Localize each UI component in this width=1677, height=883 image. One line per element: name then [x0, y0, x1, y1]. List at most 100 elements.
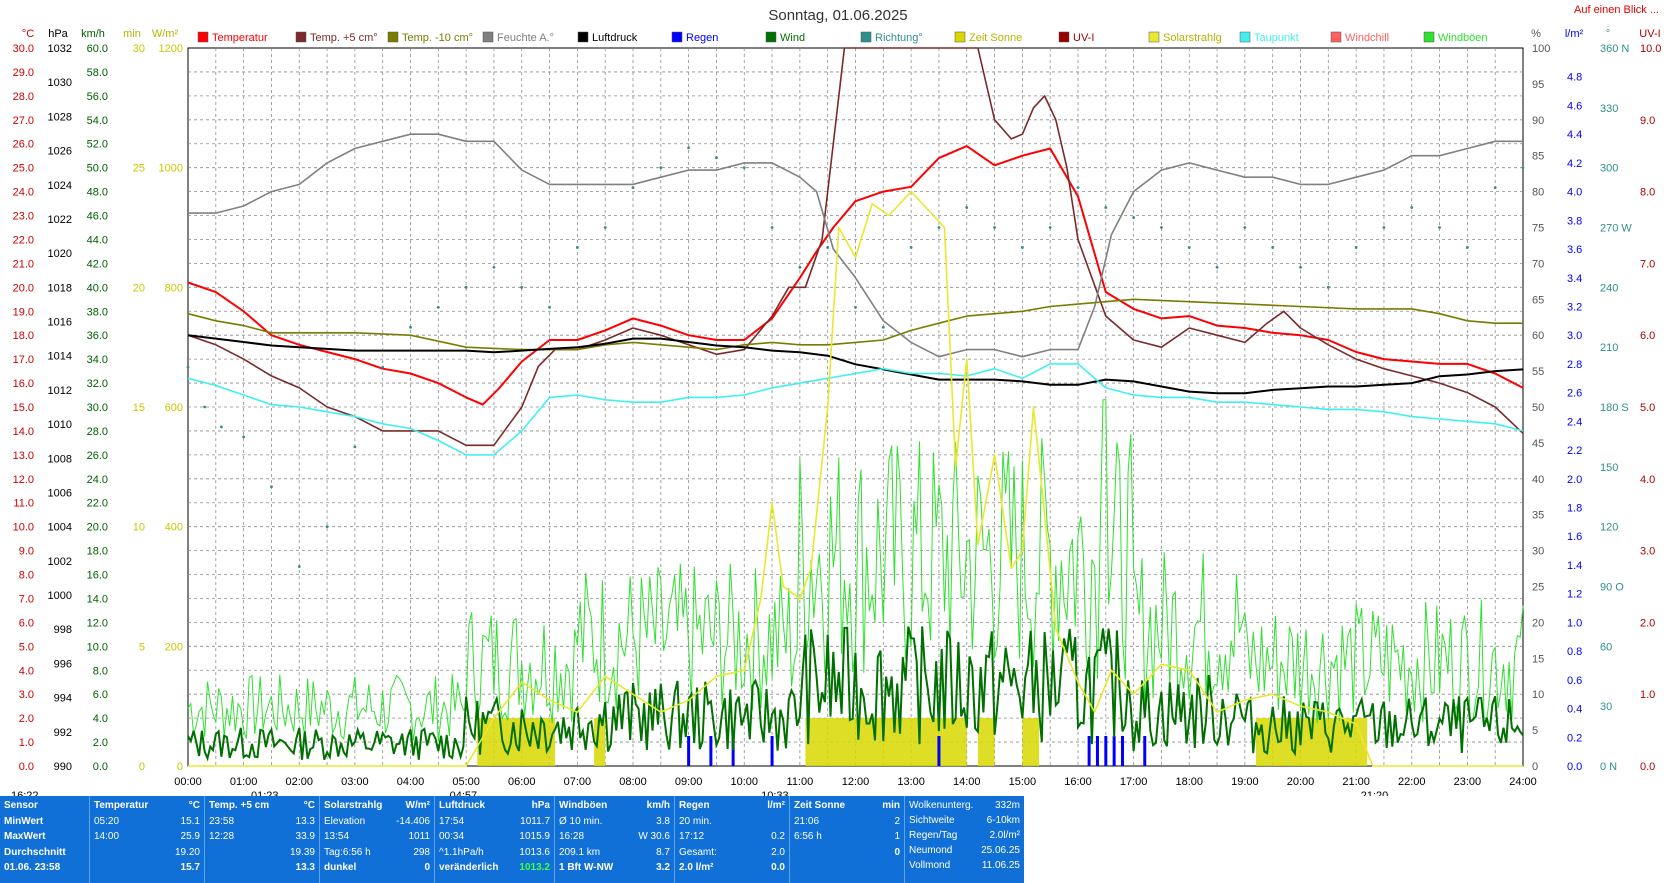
y-tick-rain: 1.2 — [1567, 589, 1582, 601]
y-tick-wind: 26.0 — [87, 450, 108, 462]
x-tick-label: 01:00 — [230, 776, 258, 788]
legend-swatch — [1239, 31, 1251, 43]
direction-point — [826, 246, 830, 249]
y-tick-pressure: 1022 — [48, 214, 72, 226]
y-tick-uvi: 5.0 — [1640, 402, 1655, 414]
direction-point — [631, 186, 635, 190]
direction-point — [1465, 246, 1469, 249]
y-tick-pressure: 994 — [54, 693, 72, 705]
footer-current-label: 01.06. 23:58 — [4, 862, 61, 873]
direction-point — [603, 226, 607, 229]
y-tick-temp: 28.0 — [13, 91, 34, 103]
y-tick-pressure: 1016 — [48, 317, 72, 329]
footer-gusts-r1-label: Ø 10 min. — [559, 815, 603, 827]
y-tick-uvi: 7.0 — [1640, 258, 1655, 270]
y-tick-pressure: 1004 — [48, 522, 72, 534]
footer-pressure-r1-label: 17:54 — [439, 815, 465, 827]
time-marker-label: 04:57 — [450, 790, 478, 796]
footer-temp5-max-time: 12:28 — [209, 831, 235, 842]
direction-point — [881, 325, 885, 329]
series-line-temp-5-cm- — [187, 47, 1524, 447]
y-tick-direction: 300 — [1600, 163, 1618, 175]
direction-point — [659, 166, 663, 170]
y-tick-rain: 2.6 — [1567, 388, 1582, 400]
axis-header: hPa — [48, 28, 68, 40]
y-tick-humidity: 10 — [1532, 689, 1544, 701]
footer-pressure-r1-value: 1011.7 — [520, 815, 550, 827]
footer-temp-avg: 19.20 — [174, 846, 200, 858]
x-tick-label: 16:00 — [1064, 776, 1092, 788]
footer-solar-header: Solarstrahlg — [324, 800, 383, 811]
rain-bar — [731, 736, 735, 766]
footer-rain-r2-value: 0.2 — [771, 831, 785, 842]
legend-label: UV-I — [1073, 32, 1094, 44]
y-tick-temp: 5.0 — [19, 641, 34, 653]
footer-temp-header: Temperatur — [94, 800, 149, 811]
y-tick-humidity: 35 — [1532, 510, 1544, 522]
footer-solar-r3-label: Tag:6:56 h — [324, 846, 371, 858]
y-tick-humidity: 45 — [1532, 438, 1544, 450]
footer-max-label: MaxWert — [4, 831, 46, 842]
rain-bar — [770, 736, 774, 766]
y-tick-pressure: 1030 — [48, 77, 72, 89]
legend-label: Solarstrahlg — [1163, 32, 1222, 44]
sunshine-block — [977, 718, 995, 766]
direction-point — [436, 305, 440, 309]
footer-temp-max: 25.9 — [180, 831, 200, 842]
footer-temp5-unit: °C — [303, 800, 315, 811]
footer-temp-min: 15.1 — [180, 815, 200, 827]
footer-temp5-current: 13.3 — [295, 862, 315, 873]
weather-chart: Sonntag, 01.06.2025 Temperatur Temp. +5 cm… — [11, 7, 1661, 796]
y-tick-temp: 29.0 — [13, 67, 34, 79]
legend-swatch — [1058, 31, 1070, 43]
chart-title: Sonntag, 01.06.2025 — [768, 7, 907, 24]
x-tick-label: 08:00 — [619, 776, 647, 788]
x-tick-label: 24:00 — [1509, 776, 1537, 788]
footer-sun-r2-label: 21:06 — [794, 815, 820, 827]
series-line-luftdruck — [187, 334, 1524, 395]
y-tick-pressure: 1012 — [48, 385, 72, 397]
footer-newmoon-label: Neumond — [909, 845, 953, 856]
y-tick-humidity: 95 — [1532, 79, 1544, 91]
y-tick-humidity: 40 — [1532, 474, 1544, 486]
rain-bar — [1087, 736, 1091, 766]
direction-point — [409, 325, 412, 329]
y-tick-rain: 2.4 — [1567, 416, 1582, 428]
footer-sun-header: Zeit Sonne — [794, 800, 846, 811]
y-tick-rain: 3.6 — [1567, 244, 1582, 256]
footer-rain-r4-value: 0.0 — [771, 862, 785, 873]
direction-point — [1521, 166, 1525, 170]
direction-point — [715, 156, 718, 160]
direction-point — [1160, 226, 1163, 229]
legend-swatch — [1330, 31, 1342, 43]
y-tick-wind: 18.0 — [87, 546, 108, 558]
x-tick-label: 15:00 — [1009, 776, 1037, 788]
rain-bar — [709, 736, 713, 766]
y-tick-pressure: 990 — [54, 761, 72, 773]
y-tick-direction: 210 — [1600, 342, 1618, 354]
legend-swatch — [577, 31, 589, 43]
y-tick-pressure: 1006 — [48, 487, 72, 499]
x-tick-label: 03:00 — [341, 776, 369, 788]
legend-label: Regen — [686, 32, 718, 44]
series-line-solarstrahlg — [188, 190, 1523, 767]
y-tick-direction: 30 — [1600, 701, 1612, 713]
x-tick-label: 17:00 — [1120, 776, 1148, 788]
footer-cloudbase-value: 332m — [994, 800, 1020, 811]
x-tick-label: 18:00 — [1175, 776, 1203, 788]
legend-label: Windchill — [1345, 32, 1389, 44]
y-tick-temp: 19.0 — [13, 306, 34, 318]
footer-min-label: MinWert — [4, 815, 44, 827]
direction-point — [1076, 186, 1080, 190]
y-tick-humidity: 100 — [1532, 43, 1550, 55]
y-tick-temp: 7.0 — [19, 593, 34, 605]
rain-bar — [687, 736, 691, 766]
footer-temp5-header: Temp. +5 cm — [209, 800, 270, 811]
overview-link[interactable]: Auf einen Blick ... — [1574, 4, 1659, 16]
y-tick-pressure: 996 — [54, 658, 72, 670]
direction-point — [854, 305, 857, 309]
y-tick-temp: 13.0 — [13, 450, 34, 462]
y-tick-wind: 28.0 — [87, 426, 108, 438]
footer-cloudbase-label: Wolkenunterg. — [909, 800, 974, 811]
y-tick-pressure: 1026 — [48, 146, 72, 158]
